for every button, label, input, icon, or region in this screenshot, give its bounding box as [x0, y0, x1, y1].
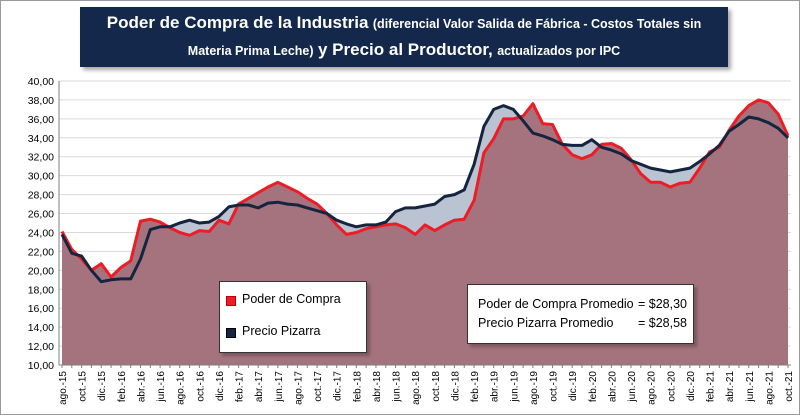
y-tick-label: 16,00 — [28, 303, 54, 315]
x-tick-label: ago.-15 — [58, 371, 69, 405]
x-tick-label: feb.-19 — [470, 371, 481, 403]
x-tick-label: oct.-16 — [195, 371, 206, 402]
x-tick-label: jun.-16 — [156, 371, 167, 403]
x-tick-label: oct.-19 — [549, 371, 560, 402]
x-tick-label: oct.-18 — [431, 371, 442, 402]
x-tick-label: jun.-20 — [627, 371, 638, 403]
x-tick-label: dic.-19 — [568, 371, 579, 401]
x-tick-label: jun.-19 — [509, 371, 520, 403]
x-tick-label: ago.-18 — [411, 371, 422, 405]
x-tick-label: feb.-17 — [235, 371, 246, 403]
x-tick-label: feb.-21 — [706, 371, 717, 403]
x-tick-label: feb.-18 — [352, 371, 363, 403]
x-tick-label: abr.-18 — [372, 371, 383, 403]
legend-item-poder: Poder de Compra — [226, 292, 341, 306]
x-tick-label: abr.-17 — [254, 371, 265, 403]
y-tick-label: 32,00 — [28, 152, 54, 164]
y-tick-label: 40,00 — [28, 76, 54, 88]
y-axis-ticks: 10,00 12,00 14,00 16,00 18,00 20,00 22,00 24,00… — [28, 76, 54, 372]
avg-poder-value: = $28,30 — [638, 297, 688, 311]
x-tick-label: feb.-20 — [588, 371, 599, 403]
series-line-precio-pizarra — [60, 104, 790, 284]
y-tick-label: 22,00 — [28, 246, 54, 258]
x-tick-label: ago.-20 — [647, 371, 658, 405]
title-subtitle-2: Materia Prima Leche) — [187, 44, 314, 58]
avg-pizarra-label: Precio Pizarra Promedio — [478, 316, 614, 330]
y-tick-label: 18,00 — [28, 284, 54, 296]
x-tick-label: oct.-20 — [666, 371, 677, 402]
title-subtitle-1: (diferencial Valor Salida de Fábrica - C… — [372, 17, 702, 31]
x-tick-label: oct.-15 — [78, 371, 89, 402]
y-tick-label: 14,00 — [28, 322, 54, 334]
y-tick-label: 38,00 — [28, 95, 54, 107]
x-tick-label: abr.-19 — [490, 371, 501, 403]
chart-title-box: Poder de Compra de la Industria (diferen… — [80, 7, 728, 67]
x-tick-label: feb.-16 — [117, 371, 128, 403]
x-tick-label: jun.-17 — [274, 371, 285, 403]
legend-marker-poder — [226, 296, 236, 306]
chart-title-line-2: Materia Prima Leche) y Precio al Product… — [80, 40, 728, 60]
x-tick-label: ago.-17 — [293, 371, 304, 405]
legend-marker-pizarra — [226, 328, 236, 338]
legend-label-pizarra: Precio Pizarra — [242, 324, 321, 338]
chart-title-line-1: Poder de Compra de la Industria (diferen… — [80, 13, 728, 33]
y-tick-label: 10,00 — [28, 360, 54, 372]
title-main: Poder de Compra de la Industria — [106, 13, 369, 32]
x-tick-label: dic.-15 — [97, 371, 108, 401]
x-tick-label: dic.-18 — [450, 371, 461, 401]
y-tick-label: 30,00 — [28, 171, 54, 183]
x-tick-label: dic.-16 — [215, 371, 226, 401]
x-tick-label: dic.-20 — [686, 371, 697, 401]
x-tick-label: ago.-19 — [529, 371, 540, 405]
x-tick-label: oct.-21 — [784, 371, 795, 402]
series-lines — [60, 98, 790, 284]
y-tick-label: 24,00 — [28, 227, 54, 239]
averages-box: Poder de Compra Promedio = $28,30 Precio… — [467, 284, 694, 344]
y-tick-label: 26,00 — [28, 209, 54, 221]
x-tick-label: abr.-20 — [607, 371, 618, 403]
title-subtitle-3: actualizados por IPC — [497, 44, 621, 58]
x-tick-label: ago.-21 — [764, 371, 775, 405]
legend-item-pizarra: Precio Pizarra — [226, 324, 321, 338]
x-tick-label: dic.-17 — [333, 371, 344, 401]
legend: Poder de Compra Precio Pizarra — [219, 281, 367, 353]
x-tick-label: jun.-18 — [392, 371, 403, 403]
y-tick-label: 34,00 — [28, 133, 54, 145]
avg-pizarra-value: = $28,58 — [638, 316, 688, 330]
y-tick-label: 12,00 — [28, 341, 54, 353]
title-main-2: y Precio al Productor, — [318, 40, 493, 59]
avg-poder-label: Poder de Compra Promedio — [478, 297, 634, 311]
x-tick-label: jun.-21 — [745, 371, 756, 403]
x-tick-label: abr.-21 — [725, 371, 736, 403]
series-line-poder-de-compra — [60, 98, 790, 279]
y-tick-label: 28,00 — [28, 190, 54, 202]
y-tick-label: 20,00 — [28, 265, 54, 277]
legend-label-poder: Poder de Compra — [242, 292, 341, 306]
x-tick-label: ago.-16 — [176, 371, 187, 405]
x-tick-label: abr.-16 — [136, 371, 147, 403]
y-tick-label: 36,00 — [28, 114, 54, 126]
x-axis-ticks: ago.-15 oct.-15 dic.-15 feb.-16 abr.-16 jun.-… — [58, 365, 795, 405]
x-tick-label: oct.-17 — [313, 371, 324, 402]
